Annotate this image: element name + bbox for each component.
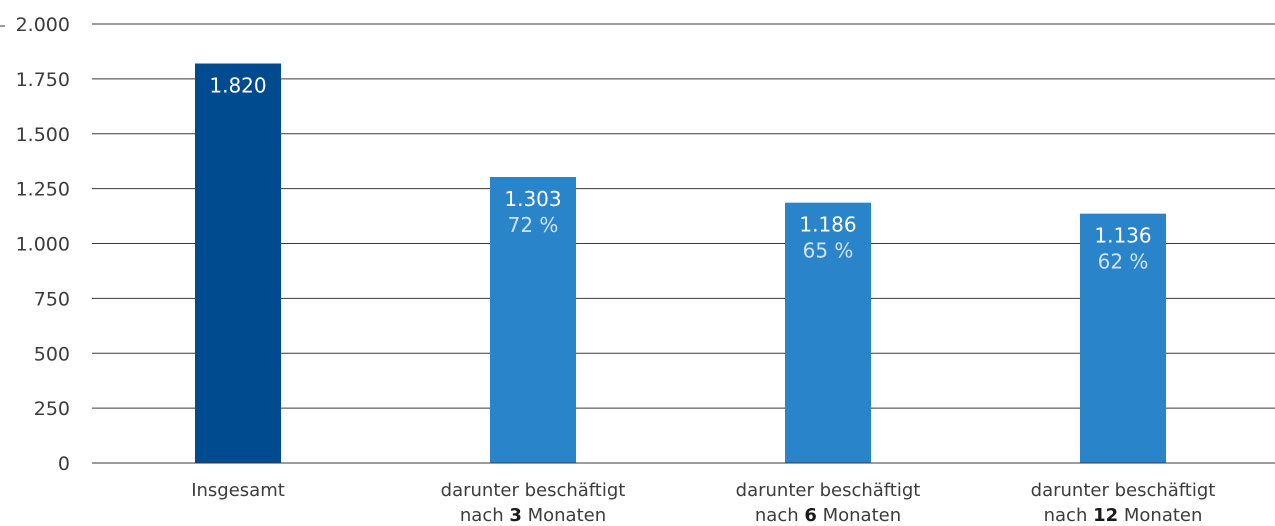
x-category-label: darunter beschäftigt — [441, 480, 626, 501]
y-tick-label: 250 — [34, 398, 70, 420]
y-axis-tick-labels: 0 250 500 750 1.000 1.250 1.500 1.750 2.000 — [16, 14, 70, 475]
y-tick-label: 2.000 — [16, 14, 70, 36]
x-category-label: darunter beschäftigt — [1031, 480, 1216, 501]
bar-value-label: 1.136 — [1094, 224, 1151, 248]
y-tick-label: 1.000 — [16, 234, 70, 256]
x-category-label-line2: nach 6 Monaten — [755, 505, 901, 526]
bar — [195, 63, 281, 463]
bar-value-label: 1.186 — [799, 213, 856, 237]
x-category-label: Insgesamt — [191, 480, 285, 501]
y-tick-label: 1.750 — [16, 69, 70, 91]
x-axis-category-labels: Insgesamt darunter beschäftigt nach 3 Mona… — [191, 480, 1215, 526]
y-tick-label: 500 — [34, 343, 70, 365]
x-category-label: darunter beschäftigt — [736, 480, 921, 501]
y-tick-label: 750 — [34, 288, 70, 310]
bar-percent-label: 72 % — [508, 213, 559, 237]
bar-value-label: 1.820 — [209, 74, 266, 98]
bar — [785, 202, 871, 463]
bar-percent-label: 65 % — [803, 239, 854, 263]
bar-value-label: 1.303 — [504, 187, 561, 211]
bar — [1080, 213, 1166, 463]
x-category-label-line2: nach 3 Monaten — [460, 505, 606, 526]
y-tick-label: 1.250 — [16, 179, 70, 201]
y-tick-label: 0 — [58, 453, 70, 475]
bar-percent-label: 62 % — [1098, 250, 1149, 274]
bar — [490, 176, 576, 463]
y-tick-label: 1.500 — [16, 124, 70, 146]
x-category-label-line2: nach 12 Monaten — [1044, 505, 1203, 526]
